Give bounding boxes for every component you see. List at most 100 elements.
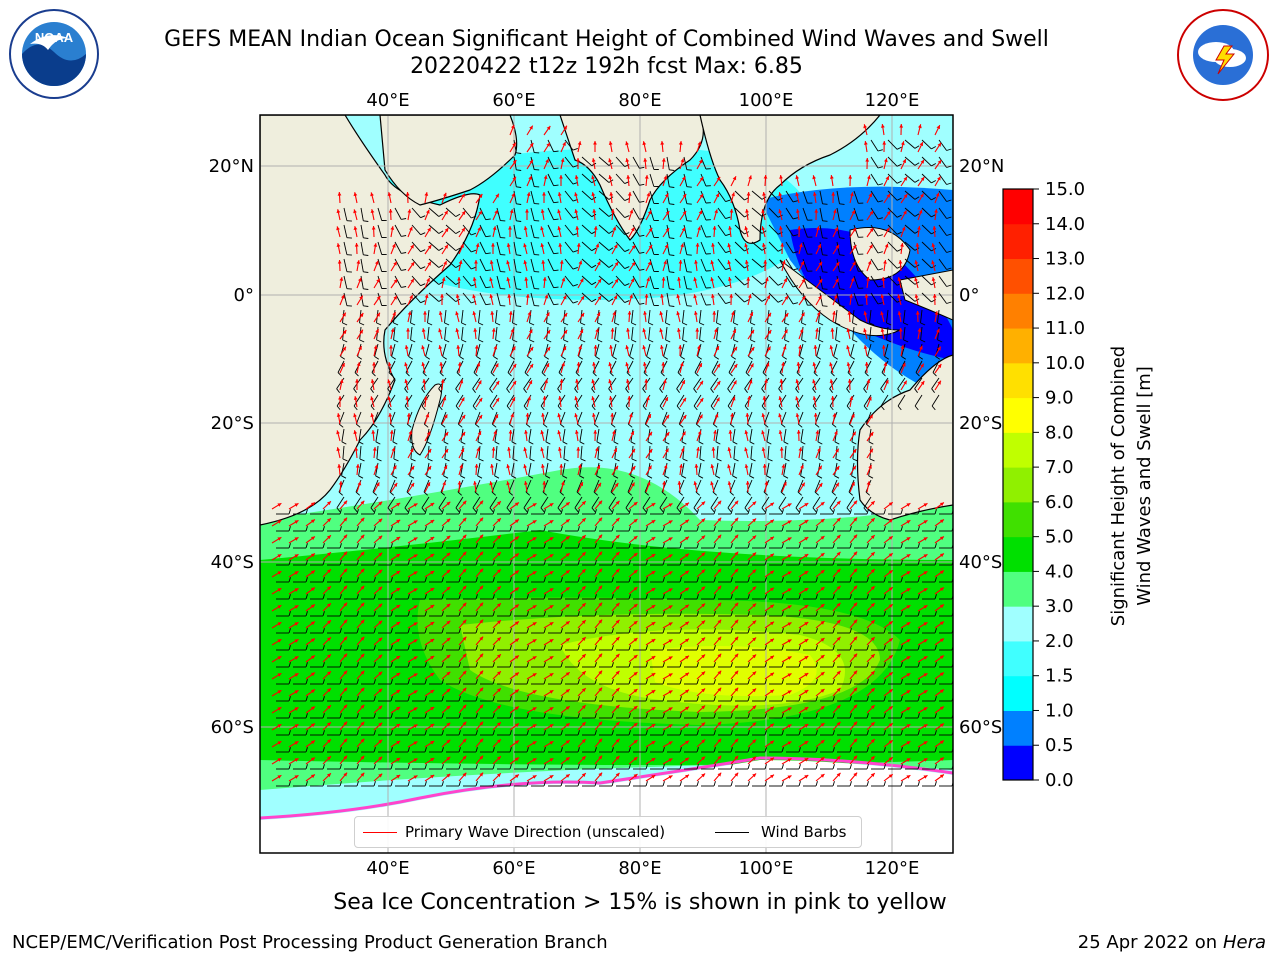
wave-direction-arrowhead — [732, 176, 737, 181]
wave-direction-arrowhead — [818, 465, 822, 470]
wave-direction-arrowhead — [870, 654, 875, 658]
wind-barb — [904, 224, 916, 234]
wind-barb-flag — [387, 507, 392, 513]
wind-barb-flag — [526, 577, 529, 583]
wind-barb-flag — [851, 475, 857, 479]
wind-barb — [744, 377, 753, 389]
wind-barb-flag — [424, 577, 427, 583]
wind-barb-flag — [442, 356, 448, 360]
wind-barb-flag — [363, 237, 369, 239]
wind-barb-flag — [401, 303, 407, 305]
wind-barb-flag — [832, 526, 835, 532]
wind-barb — [761, 394, 770, 407]
wind-barb — [780, 411, 787, 425]
wave-direction-arrowhead — [633, 587, 638, 591]
wind-barb-flag — [931, 163, 937, 167]
wind-barb-flag — [669, 203, 675, 205]
wind-barb-flag — [471, 232, 477, 236]
wind-barb-flag — [438, 213, 444, 217]
wind-barb — [846, 496, 855, 509]
wind-barb-flag — [798, 594, 801, 600]
wave-direction-arrowhead — [396, 553, 401, 558]
wind-barb — [389, 479, 396, 493]
wave-direction-arrowhead — [558, 243, 563, 247]
wave-direction-arrowhead — [390, 226, 395, 230]
wave-direction-arrowhead — [920, 177, 925, 181]
wind-barb-flag — [781, 509, 784, 515]
wind-barb-flag — [461, 322, 467, 326]
wind-barb — [377, 258, 383, 272]
wave-direction-arrowhead — [752, 552, 757, 557]
wind-barb-flag — [698, 441, 704, 445]
wave-direction-arrowhead — [659, 328, 663, 333]
wave-direction-arrowhead — [446, 671, 451, 676]
wind-barb — [632, 292, 640, 305]
wind-barb-flag — [822, 254, 828, 256]
wind-barb — [421, 377, 430, 389]
wind-barb — [596, 428, 600, 442]
wind-barb-flag — [363, 220, 369, 222]
wave-direction-arrowhead — [459, 464, 463, 469]
wave-direction-arrowhead — [462, 687, 467, 692]
wind-barb-flag — [679, 611, 682, 617]
wave-direction-arrowhead — [734, 687, 739, 692]
wind-barb-flag — [478, 458, 484, 462]
wind-barb — [751, 190, 763, 200]
wave-direction-arrowhead — [544, 294, 549, 299]
wind-barb-flag — [553, 218, 559, 221]
wave-direction-arrowhead — [549, 724, 554, 728]
wind-barb-flag — [849, 679, 852, 685]
wind-barb-flag — [553, 269, 559, 272]
wind-barb-flag — [750, 458, 756, 462]
wind-barb-flag — [341, 475, 347, 479]
wind-barb-flag — [339, 611, 342, 617]
wind-barb-flag — [577, 679, 580, 685]
wave-direction-arrowhead — [795, 396, 799, 401]
wind-barb — [598, 190, 610, 200]
wave-direction-arrowhead — [729, 209, 734, 213]
wind-barb — [489, 496, 498, 509]
wind-barb-flag — [645, 560, 648, 566]
wind-barb-flag — [639, 234, 645, 237]
wind-barb-flag — [594, 713, 597, 719]
wind-barb-flag — [577, 423, 582, 428]
wave-direction-arrowhead — [310, 723, 315, 728]
wave-direction-arrowhead — [462, 704, 467, 709]
wind-barb — [479, 258, 487, 271]
wave-direction-arrowhead — [770, 587, 774, 592]
wind-barb-flag — [917, 526, 920, 532]
wave-direction-arrowhead — [409, 448, 414, 453]
wave-direction-arrowhead — [549, 571, 554, 575]
wind-barb — [547, 241, 555, 254]
wave-direction-arrowhead — [651, 520, 656, 524]
wind-barb-flag — [798, 645, 801, 651]
wind-barb — [496, 275, 501, 289]
wave-direction-arrowhead — [549, 707, 554, 711]
wave-direction-arrowhead — [923, 537, 928, 541]
wind-barb — [462, 241, 472, 253]
wave-direction-arrowhead — [919, 345, 923, 350]
wind-barb-flag — [625, 388, 629, 393]
wind-barb-flag — [781, 526, 784, 532]
wave-direction-arrowhead — [939, 638, 944, 643]
wave-direction-arrowhead — [664, 193, 669, 198]
wave-direction-arrowhead — [413, 520, 418, 524]
wind-barb-flag — [390, 645, 393, 651]
wave-direction-arrowhead — [512, 363, 517, 368]
wind-barb-flag — [730, 577, 733, 583]
wind-barb-flag — [577, 713, 580, 719]
wave-direction-arrowhead — [880, 311, 884, 316]
wind-barb-flag — [662, 509, 665, 515]
wave-direction-arrowhead — [888, 689, 893, 693]
wind-barb-flag — [781, 423, 786, 428]
wave-direction-arrowhead — [668, 571, 673, 575]
wind-barb-flag — [511, 441, 517, 445]
wind-barb-flag — [543, 713, 546, 719]
wave-direction-arrowhead — [558, 396, 562, 400]
wind-barb-flag — [545, 441, 551, 445]
wave-direction-arrowhead — [479, 500, 484, 505]
wind-barb-flag — [410, 322, 416, 326]
wind-barb-flag — [506, 405, 511, 411]
wave-direction-arrowhead — [615, 704, 620, 709]
wave-direction-arrowhead — [549, 639, 554, 643]
